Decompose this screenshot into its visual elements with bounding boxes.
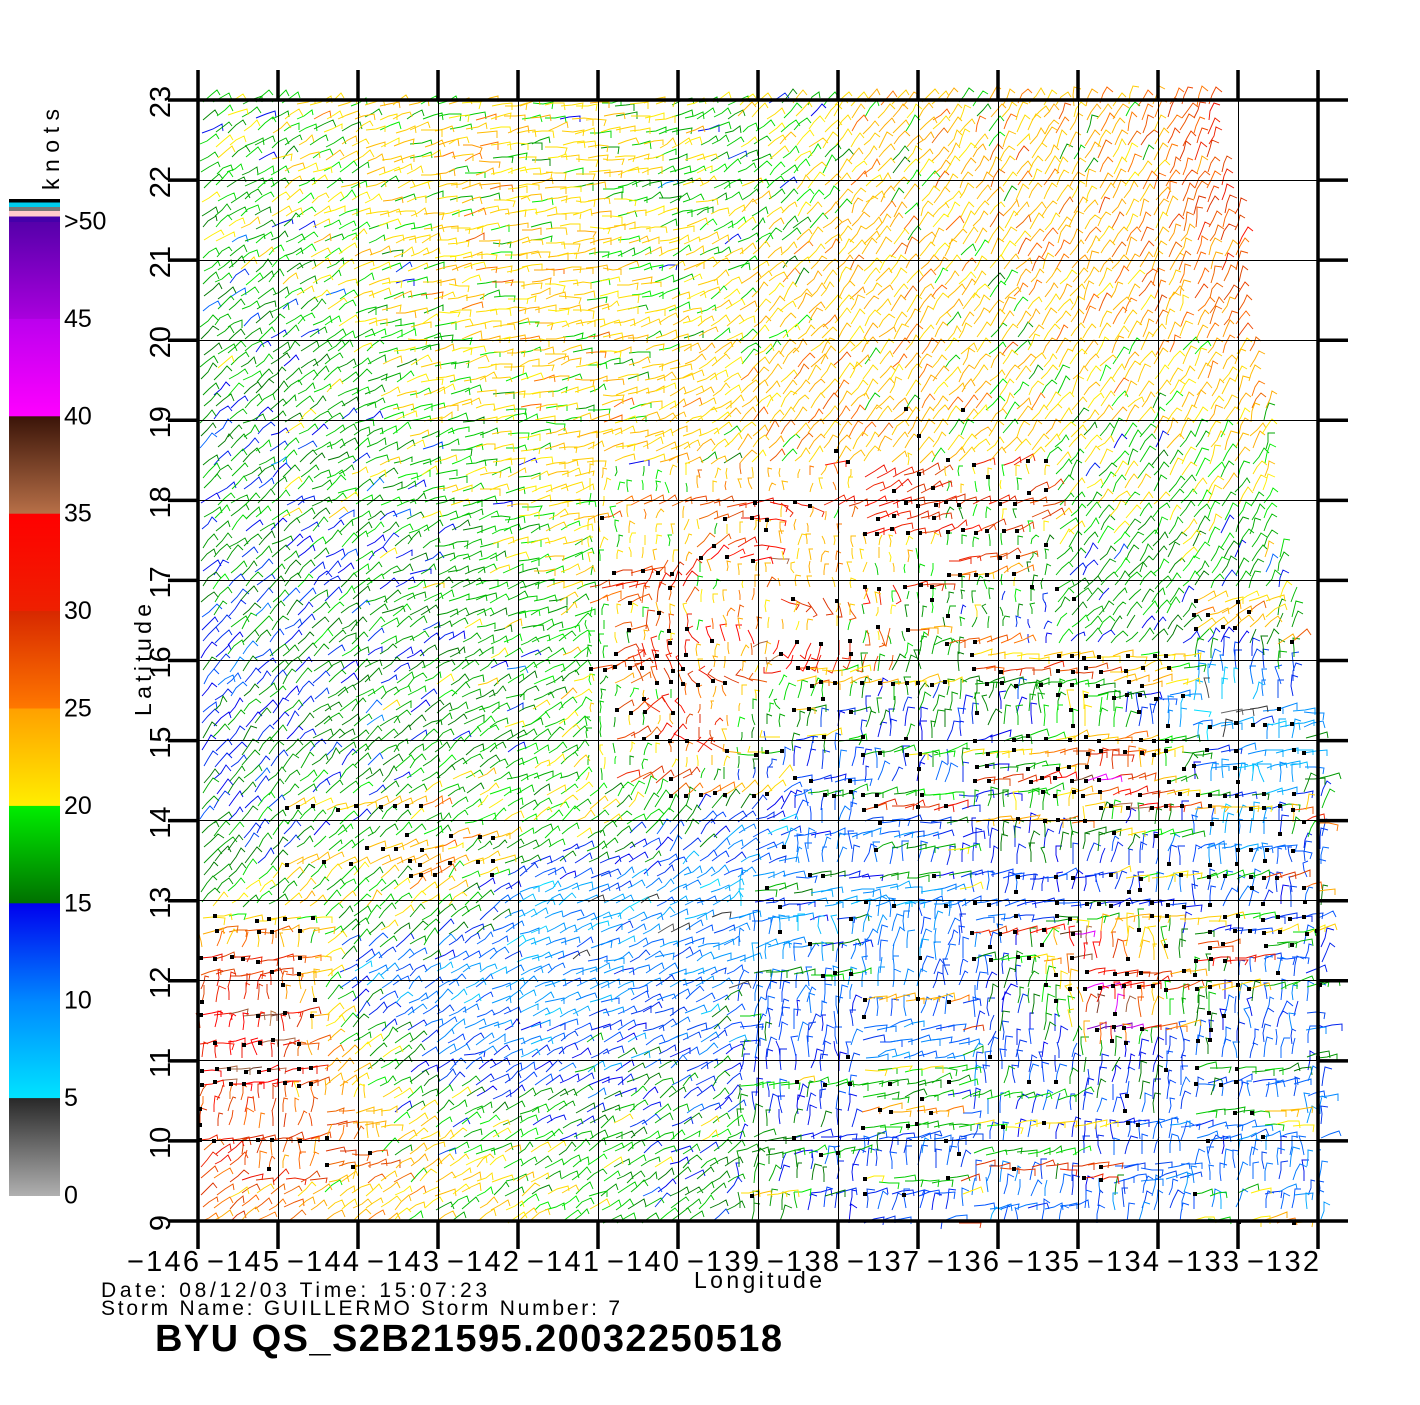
- svg-text:25: 25: [64, 695, 92, 723]
- svg-text:40: 40: [64, 402, 92, 430]
- svg-text:45: 45: [64, 305, 92, 333]
- svg-text:19: 19: [145, 406, 177, 438]
- svg-text:16: 16: [145, 646, 177, 678]
- svg-text:BYU QS_S2B21595.20032250518: BYU QS_S2B21595.20032250518: [155, 1318, 782, 1360]
- svg-text:23: 23: [145, 86, 177, 118]
- svg-text:11: 11: [145, 1048, 177, 1078]
- svg-text:9: 9: [145, 1215, 177, 1231]
- svg-text:15: 15: [145, 726, 177, 758]
- svg-text:Longitude: Longitude: [694, 1267, 822, 1293]
- svg-text:5: 5: [64, 1084, 78, 1112]
- svg-text:13: 13: [145, 887, 177, 919]
- svg-text:21: 21: [145, 246, 177, 278]
- svg-text:35: 35: [64, 500, 92, 528]
- svg-text:Storm Name: GUILLERMO Sto: Storm Name: GUILLERMO Storm Number: 7: [101, 1297, 620, 1320]
- svg-text:10: 10: [64, 987, 92, 1015]
- svg-text:30: 30: [64, 597, 92, 625]
- svg-text:17: 17: [145, 566, 177, 598]
- svg-text:15: 15: [64, 889, 92, 917]
- svg-text:0: 0: [64, 1182, 78, 1210]
- svg-text:20: 20: [145, 326, 177, 358]
- svg-text:22: 22: [145, 166, 177, 198]
- svg-text:10: 10: [145, 1127, 177, 1159]
- svg-text:Date: 08/12/03 Time: 15:0: Date: 08/12/03 Time: 15:07:23: [101, 1279, 487, 1302]
- svg-text:14: 14: [145, 806, 177, 838]
- svg-text:Latitude: Latitude: [130, 604, 156, 716]
- svg-text:12: 12: [145, 967, 177, 999]
- svg-text:20: 20: [64, 792, 92, 820]
- svg-text:>50: >50: [64, 208, 106, 236]
- svg-text:18: 18: [145, 486, 177, 518]
